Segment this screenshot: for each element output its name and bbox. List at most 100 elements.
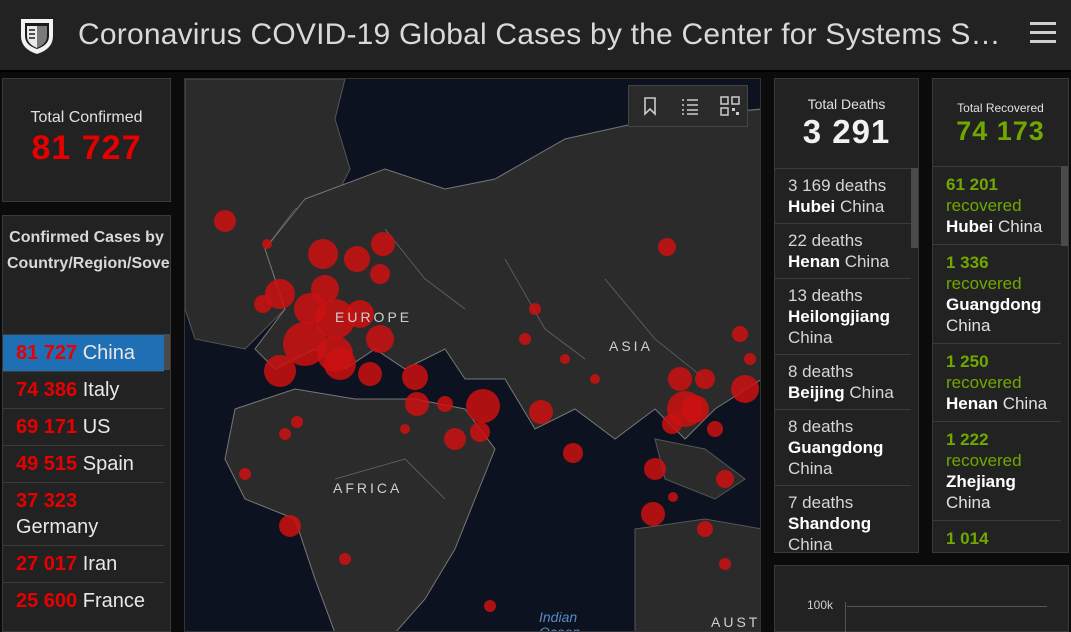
country-name: Iran [82, 553, 118, 575]
country-name: France [82, 590, 145, 612]
recovered-row[interactable]: 1 014 recovered [933, 520, 1061, 552]
recovered-place: Hubei [946, 217, 994, 236]
country-row[interactable]: 81 727 China [3, 334, 164, 371]
recovered-place: Zhejiang [946, 472, 1016, 491]
death-place: Beijing [788, 383, 845, 402]
app-header: Coronavirus COVID-19 Global Cases by the… [0, 0, 1071, 72]
world-map[interactable]: EUROPE ASIA AFRICA Indian Ocean AUST [184, 78, 761, 632]
chart-gridline [847, 606, 1047, 607]
recovered-count: 1 336 [946, 253, 989, 272]
map-label-europe: EUROPE [335, 309, 412, 325]
country-row[interactable]: 37 323 Germany [3, 482, 164, 545]
country-count: 81 727 [16, 342, 78, 364]
total-recovered-label: Total Recovered [957, 101, 1044, 115]
recovered-word: recovered [946, 274, 1022, 293]
map-label-africa: AFRICA [333, 480, 402, 496]
death-country: China [849, 383, 894, 402]
map-label-aust: AUST [711, 614, 760, 630]
total-confirmed-panel: Total Confirmed 81 727 [2, 78, 171, 202]
bookmark-icon[interactable] [639, 95, 661, 117]
page-title: Coronavirus COVID-19 Global Cases by the… [78, 18, 1001, 51]
death-country: China [839, 197, 885, 216]
cases-chart-panel: 100k [774, 565, 1069, 632]
death-row[interactable]: 22 deaths Henan China [775, 223, 911, 278]
case-bubbles [214, 210, 759, 612]
death-row[interactable]: 7 deaths Shandong China [775, 485, 911, 553]
recovered-list-scrollbar[interactable] [1061, 166, 1068, 246]
country-list: 81 727 China 74 386 Italy 69 171 US 49 515 … [3, 334, 164, 619]
death-count: 8 deaths [788, 417, 854, 436]
death-row[interactable]: 8 deaths Beijing China [775, 354, 911, 409]
recovered-place: Henan [946, 394, 998, 413]
total-confirmed-label: Total Confirmed [30, 109, 143, 126]
death-count: 8 deaths [788, 362, 854, 381]
death-country: China [788, 535, 833, 553]
country-count: 37 323 [16, 490, 78, 512]
recovered-list: 61 201 recovered Hubei China 1 336 recovered… [933, 166, 1061, 552]
recovered-word: recovered [946, 373, 1022, 392]
recovered-count: 1 250 [946, 352, 989, 371]
list-icon[interactable] [679, 95, 701, 117]
death-country: China [788, 328, 833, 347]
chart-y-tick: 100k [807, 598, 834, 612]
recovered-word: recovered [946, 451, 1022, 470]
country-name: US [82, 416, 111, 438]
country-count: 49 515 [16, 453, 78, 475]
death-country: China [788, 459, 833, 478]
country-row[interactable]: 27 017 Iran [3, 545, 164, 582]
recovered-country: China [946, 493, 991, 512]
country-row[interactable]: 49 515 Spain [3, 445, 164, 482]
map-toolbar [628, 85, 748, 127]
recovered-country: China [946, 316, 991, 335]
qr-grid-icon[interactable] [719, 95, 741, 117]
death-country: China [844, 252, 890, 271]
country-count: 69 171 [16, 416, 78, 438]
university-shield-icon [21, 19, 53, 54]
recovered-count: 61 201 [946, 175, 998, 194]
country-name: Italy [82, 379, 120, 401]
recovered-country: China [997, 217, 1043, 236]
country-count: 74 386 [16, 379, 78, 401]
map-label-ocean-2: Ocean [539, 624, 580, 632]
hamburger-menu-icon[interactable] [1030, 22, 1056, 46]
death-count: 22 deaths [788, 231, 863, 250]
death-row[interactable]: 8 deaths Guangdong China [775, 409, 911, 485]
country-list-scrollbar[interactable] [164, 334, 170, 370]
recovered-word: recovered [946, 550, 1022, 552]
death-count: 13 deaths [788, 286, 863, 305]
map-label-asia: ASIA [609, 338, 653, 354]
total-deaths-label: Total Deaths [807, 96, 886, 112]
country-row[interactable]: 69 171 US [3, 408, 164, 445]
recovered-place: Guangdong [946, 295, 1042, 314]
recovered-count: 1 222 [946, 430, 989, 449]
death-place: Henan [788, 252, 840, 271]
death-row[interactable]: 13 deaths Heilongjiang China [775, 278, 911, 354]
country-count: 27 017 [16, 553, 78, 575]
country-row[interactable]: 74 386 Italy [3, 371, 164, 408]
country-list-header: Confirmed Cases by Country/Region/Sovere… [7, 229, 170, 272]
recovered-word: recovered [946, 196, 1022, 215]
country-name: Spain [82, 453, 134, 475]
death-place: Hubei [788, 197, 836, 216]
country-count: 25 600 [16, 590, 78, 612]
death-place: Shandong [788, 514, 872, 533]
recovered-row[interactable]: 1 222 recovered Zhejiang China [933, 421, 1061, 520]
death-place: Guangdong [788, 438, 884, 457]
country-row[interactable]: 25 600 France [3, 582, 164, 619]
total-confirmed-value: 81 727 [31, 129, 142, 167]
country-name: Germany [16, 516, 99, 538]
total-recovered-panel: Total Recovered 74 173 61 201 recovered Hu… [932, 78, 1069, 553]
deaths-list-scrollbar[interactable] [911, 168, 918, 248]
chart-y-axis [845, 602, 846, 632]
recovered-row[interactable]: 1 336 recovered Guangdong China [933, 244, 1061, 343]
death-count: 3 169 deaths [788, 176, 887, 195]
deaths-list: 3 169 deaths Hubei China 22 deaths Henan Ch… [775, 168, 911, 553]
total-recovered-value: 74 173 [956, 116, 1045, 146]
map-label-ocean: Indian [539, 609, 577, 625]
recovered-country: China [1002, 394, 1048, 413]
recovered-row[interactable]: 1 250 recovered Henan China [933, 343, 1061, 421]
death-count: 7 deaths [788, 493, 854, 512]
death-row[interactable]: 3 169 deaths Hubei China [775, 168, 911, 223]
recovered-row[interactable]: 61 201 recovered Hubei China [933, 166, 1061, 244]
total-deaths-value: 3 291 [802, 113, 891, 150]
